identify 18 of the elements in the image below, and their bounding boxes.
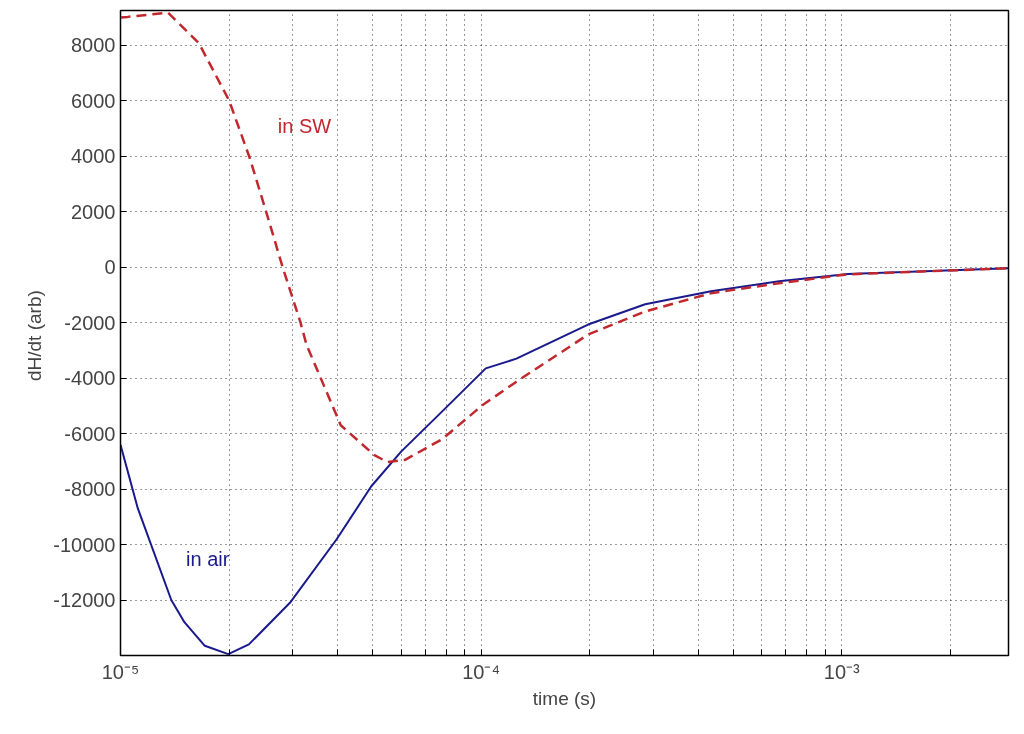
x-tick-label: 10⁻⁴ <box>462 660 501 683</box>
y-tick-label: -10000 <box>53 533 116 556</box>
x-axis-title: time (s) <box>532 687 597 709</box>
y-tick-label: 8000 <box>71 34 116 57</box>
y-tick-label: 4000 <box>71 145 116 168</box>
x-tick-label: 10⁻⁵ <box>101 660 140 683</box>
y-tick-label: 0 <box>104 256 116 279</box>
y-tick-label: -4000 <box>64 367 116 390</box>
x-tick-label: 10⁻³ <box>823 660 861 683</box>
series-label: in SW <box>277 114 332 137</box>
y-tick-label: -12000 <box>53 589 116 612</box>
y-tick-label: -6000 <box>64 422 116 445</box>
series-label: in air <box>186 547 230 570</box>
y-tick-label: -8000 <box>64 478 116 501</box>
y-axis-title: dH/dt (arb) <box>24 290 46 382</box>
y-tick-label: 2000 <box>71 200 116 223</box>
y-tick-label: 6000 <box>71 89 116 112</box>
y-tick-label: -2000 <box>64 311 116 334</box>
